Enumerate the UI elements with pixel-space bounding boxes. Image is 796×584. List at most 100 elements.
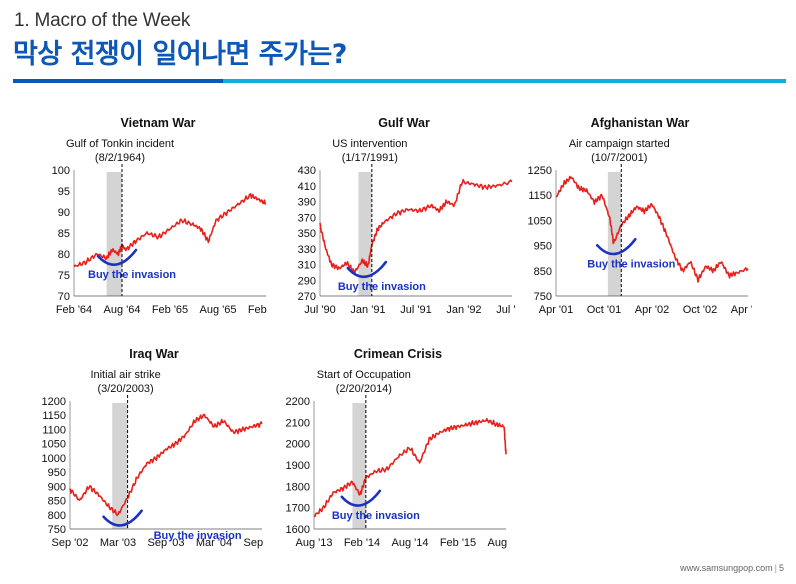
- chart-title: Vietnam War: [120, 116, 195, 130]
- y-tick-label: 310: [298, 260, 316, 272]
- y-tick-label: 2000: [286, 439, 310, 451]
- buy-swoosh: [96, 248, 138, 266]
- buy-swoosh: [102, 509, 143, 527]
- footer-site: www.samsungpop.com: [680, 563, 773, 573]
- x-tick-label: Jul '90: [304, 304, 335, 316]
- y-tick-label: 1150: [528, 190, 552, 202]
- event-date: (3/20/2003): [97, 383, 153, 395]
- y-tick-label: 1100: [42, 424, 66, 436]
- x-tick-label: Feb '64: [56, 304, 92, 316]
- y-tick-label: 370: [298, 212, 316, 224]
- y-tick-label: 1800: [286, 481, 310, 493]
- x-tick-label: Feb '14: [344, 537, 380, 549]
- y-tick-label: 1150: [42, 410, 66, 422]
- y-tick-label: 270: [298, 291, 316, 303]
- y-tick-label: 1250: [528, 165, 552, 177]
- y-tick-label: 1050: [528, 215, 552, 227]
- x-tick-label: Apr '03: [731, 304, 752, 316]
- y-tick-label: 800: [48, 510, 66, 522]
- y-tick-label: 1600: [286, 524, 310, 536]
- page-number: 5: [778, 563, 784, 573]
- series-line: [313, 417, 507, 518]
- x-tick-label: Aug '13: [296, 537, 333, 549]
- chart-iraq-war: Iraq War Initial air strike (3/20/2003) 120…: [34, 343, 266, 555]
- page-title: 막상 전쟁이 일어나면 주가는?: [13, 39, 347, 70]
- y-tick-label: 2100: [286, 417, 310, 429]
- x-tick-label: Jul '91: [400, 304, 431, 316]
- y-tick-label: 410: [298, 181, 316, 193]
- x-tick-label: Feb '66: [248, 304, 270, 316]
- buy-swoosh: [340, 489, 382, 507]
- x-tick-label: Aug '14: [392, 537, 429, 549]
- event-label: Gulf of Tonkin incident: [66, 138, 174, 150]
- chart-vietnam-war: Vietnam War Gulf of Tonkin incident (8/2/1…: [38, 112, 270, 322]
- x-tick-label: Jan '91: [350, 304, 385, 316]
- annotation-label: Buy the invasion: [332, 510, 420, 522]
- x-tick-label: Jan '92: [446, 304, 481, 316]
- x-tick-label: Apr '02: [635, 304, 670, 316]
- chart-crimean-crisis: Crimean Crisis Start of Occupation (2/20/2…: [278, 343, 510, 555]
- section-kicker: 1. Macro of the Week: [14, 10, 191, 31]
- y-tick-label: 95: [58, 186, 70, 198]
- event-label: US intervention: [332, 138, 407, 150]
- event-label: Air campaign started: [569, 138, 670, 150]
- event-shade: [607, 172, 622, 296]
- chart-title: Crimean Crisis: [354, 347, 442, 361]
- x-tick-label: Feb '65: [152, 304, 188, 316]
- y-tick-label: 80: [58, 249, 70, 261]
- y-tick-label: 750: [48, 524, 66, 536]
- chart-gulf-war: Gulf War US intervention (1/17/1991) 430 410…: [284, 112, 516, 322]
- event-date: (10/7/2001): [591, 152, 647, 164]
- title-divider: [13, 79, 786, 83]
- x-tick-label: Feb '15: [440, 537, 476, 549]
- chart-title: Iraq War: [129, 347, 179, 361]
- y-tick-label: 85: [58, 228, 70, 240]
- y-tick-label: 390: [298, 197, 316, 209]
- y-tick-label: 1200: [42, 396, 66, 408]
- annotation-label: Buy the invasion: [154, 530, 242, 542]
- event-label: Initial air strike: [90, 369, 160, 381]
- x-tick-label: Aug '65: [200, 304, 237, 316]
- x-tick-label: Jul '92: [496, 304, 516, 316]
- event-date: (8/2/1964): [95, 152, 145, 164]
- footer: www.samsungpop.com | 5: [680, 563, 784, 573]
- event-date: (2/20/2014): [336, 383, 392, 395]
- y-tick-label: 1700: [286, 503, 310, 515]
- chart-title: Gulf War: [378, 116, 430, 130]
- annotation-label: Buy the invasion: [587, 258, 675, 270]
- x-tick-label: Sep '04: [244, 537, 266, 549]
- series-line: [319, 178, 513, 275]
- x-tick-label: Mar '04: [196, 537, 232, 549]
- annotation-label: Buy the invasion: [338, 281, 426, 293]
- y-tick-label: 90: [58, 207, 70, 219]
- y-tick-label: 70: [58, 291, 70, 303]
- x-tick-label: Sep '03: [148, 537, 185, 549]
- y-tick-label: 2200: [286, 396, 310, 408]
- chart-afghanistan-war: Afghanistan War Air campaign started (10/7…: [520, 112, 752, 322]
- y-tick-label: 900: [48, 481, 66, 493]
- y-tick-label: 330: [298, 244, 316, 256]
- buy-swoosh: [346, 260, 388, 278]
- y-tick-label: 1000: [42, 453, 66, 465]
- event-date: (1/17/1991): [342, 152, 398, 164]
- y-tick-label: 850: [48, 496, 66, 508]
- y-tick-label: 75: [58, 270, 70, 282]
- y-tick-label: 1900: [286, 460, 310, 472]
- annotation-label: Buy the invasion: [88, 269, 176, 281]
- y-tick-label: 350: [298, 228, 316, 240]
- buy-swoosh: [595, 238, 637, 256]
- y-tick-label: 100: [52, 165, 70, 177]
- x-tick-label: Apr '01: [539, 304, 574, 316]
- x-tick-label: Mar '03: [100, 537, 136, 549]
- x-tick-label: Sep '02: [52, 537, 89, 549]
- series-line: [73, 193, 267, 268]
- y-tick-label: 1050: [42, 439, 66, 451]
- series-line: [69, 413, 263, 517]
- series-line: [555, 175, 749, 283]
- y-tick-label: 950: [48, 467, 66, 479]
- x-tick-label: Oct '02: [683, 304, 718, 316]
- event-shade: [112, 403, 128, 529]
- y-tick-label: 950: [534, 241, 552, 253]
- y-tick-label: 750: [534, 291, 552, 303]
- x-tick-label: Aug '15: [488, 537, 510, 549]
